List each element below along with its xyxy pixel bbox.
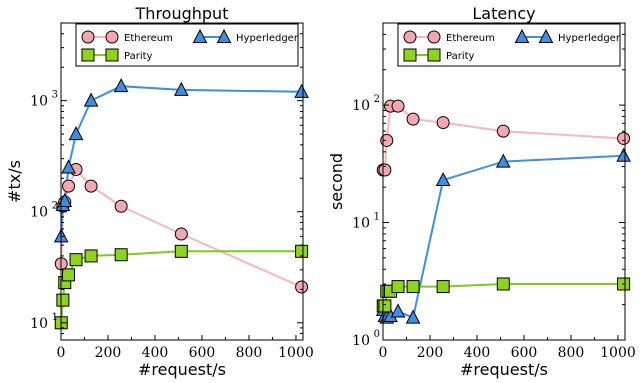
y-tick-label: 10 [30, 94, 48, 110]
chart-title: Latency [472, 4, 535, 23]
legend-marker-triangle [514, 28, 530, 43]
x-tick-label: 1000 [278, 345, 314, 361]
data-point-parity [391, 280, 405, 294]
y-tick-label: 10 [30, 205, 48, 221]
plot-frame [60, 22, 304, 341]
legend: Ethereum Hyperledger Parity [397, 23, 621, 67]
x-tick-label: 400 [142, 345, 169, 361]
y-tick-exponent: 2 [374, 94, 380, 105]
chart-panel-1: 0 200 400 600 800 1000 10 1 10 2 10 3 Throughput #req… [5, 4, 314, 379]
y-tick-exponent: 0 [374, 329, 380, 340]
x-tick-label: 600 [511, 345, 538, 361]
data-point-ethereum [380, 133, 394, 147]
legend-marker-circle [81, 30, 95, 44]
data-point-parity [174, 244, 188, 258]
chart-panel-2: 0 200 400 600 800 1000 10 0 10 1 10 2 Latency #reques… [327, 4, 636, 379]
data-point-ethereum [406, 112, 420, 126]
data-point-ethereum [114, 199, 128, 213]
y-tick-exponent: 1 [374, 212, 380, 223]
data-point-hyperledger [83, 92, 99, 107]
y-tick-label: 10 [352, 216, 370, 232]
data-point-parity [62, 268, 76, 282]
legend-item-parity: Parity [403, 48, 475, 62]
data-point-parity [378, 299, 392, 313]
data-point-ethereum [617, 131, 631, 145]
data-point-hyperledger [405, 309, 421, 324]
y-axis-label: #tx/s [5, 160, 24, 203]
data-point-ethereum [391, 99, 405, 113]
data-point-ethereum [174, 227, 188, 241]
y-tick-label: 10 [352, 98, 370, 114]
legend-label: Hyperledger [236, 33, 299, 44]
legend-label: Ethereum [124, 33, 173, 44]
plot-frame [382, 22, 626, 341]
data-point-ethereum [62, 179, 76, 193]
legend-item-hyperledger: Hyperledger [514, 28, 621, 44]
x-axis-label: #request/s [138, 360, 226, 379]
data-point-hyperledger [57, 192, 73, 207]
data-point-parity [84, 249, 98, 263]
x-tick-label: 800 [236, 345, 263, 361]
legend-marker-circle [427, 30, 441, 44]
y-tick-exponent: 1 [52, 312, 58, 323]
legend-item-ethereum: Ethereum [81, 30, 173, 44]
series-line-hyperledger [60, 85, 302, 237]
legend-marker-square [427, 48, 441, 62]
x-tick-label: 800 [558, 345, 585, 361]
legend-item-ethereum: Ethereum [403, 30, 495, 44]
legend-label: Parity [124, 51, 153, 62]
x-tick-label: 1000 [600, 345, 636, 361]
data-point-parity [69, 253, 83, 267]
series-line-hyperledger [382, 154, 624, 319]
data-point-ethereum [295, 280, 309, 294]
x-tick-label: 200 [95, 345, 122, 361]
y-axis-label: second [327, 153, 346, 210]
data-point-parity [436, 280, 450, 294]
legend-label: Parity [446, 51, 475, 62]
x-tick-label: 0 [379, 345, 388, 361]
data-point-hyperledger [435, 171, 451, 187]
data-point-hyperledger [495, 153, 511, 168]
data-point-parity [56, 293, 70, 307]
data-point-hyperledger [390, 303, 406, 318]
legend-marker-triangle [192, 28, 208, 43]
legend-marker-square [81, 48, 95, 62]
legend-item-parity: Parity [81, 48, 153, 62]
legend-marker-circle [403, 30, 417, 44]
data-point-parity [496, 277, 510, 291]
x-tick-label: 0 [57, 345, 66, 361]
legend-label: Ethereum [446, 33, 495, 44]
data-point-ethereum [378, 163, 392, 177]
legend: Ethereum Hyperledger Parity [75, 23, 299, 67]
legend-marker-triangle [216, 28, 232, 43]
x-tick-label: 400 [464, 345, 491, 361]
legend-marker-triangle [538, 28, 554, 43]
legend-label: Hyperledger [558, 33, 621, 44]
chart-title: Throughput [135, 4, 229, 23]
y-tick-exponent: 2 [52, 201, 58, 212]
data-point-parity [114, 248, 128, 262]
legend-item-hyperledger: Hyperledger [192, 28, 299, 44]
data-point-hyperledger [294, 83, 309, 98]
x-axis-label: #request/s [460, 360, 548, 379]
data-point-hyperledger [616, 147, 631, 162]
data-point-ethereum [84, 179, 98, 193]
data-point-hyperledger [68, 125, 84, 141]
data-point-hyperledger [61, 159, 76, 174]
data-point-hyperledger [173, 81, 189, 96]
legend-marker-square [105, 48, 119, 62]
y-tick-label: 10 [352, 333, 370, 349]
x-tick-label: 600 [189, 345, 216, 361]
legend-marker-square [403, 48, 417, 62]
data-point-hyperledger [113, 78, 129, 93]
data-point-ethereum [496, 124, 510, 138]
legend-marker-circle [105, 30, 119, 44]
data-point-parity [406, 280, 420, 294]
data-point-ethereum [436, 116, 450, 130]
y-tick-label: 10 [30, 316, 48, 332]
x-tick-label: 200 [417, 345, 444, 361]
y-tick-exponent: 3 [52, 90, 58, 101]
